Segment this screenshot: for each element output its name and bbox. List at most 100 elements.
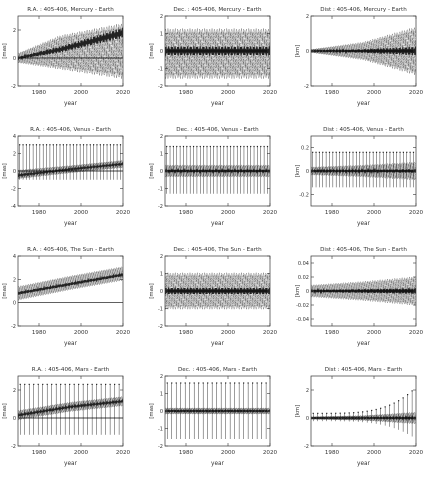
spike-point — [407, 394, 409, 396]
spike-point — [96, 383, 98, 385]
spike-point — [344, 412, 346, 414]
x-tick-label: 2020 — [263, 330, 278, 336]
series-line — [311, 292, 416, 301]
chart-panel: R.A. : 405-406, The Sun - Earth 1980 2000 2… — [2, 247, 131, 347]
y-axis-label: [mas] — [2, 163, 8, 179]
spike-point — [42, 383, 44, 385]
series-line — [311, 412, 416, 418]
series-line — [165, 61, 270, 69]
y-tick-label: 2 — [13, 28, 16, 34]
series-line — [311, 418, 416, 423]
series-line — [165, 272, 270, 278]
chart-title: Dec. : 405-406, Mars - Earth — [178, 367, 257, 373]
series-line — [311, 295, 416, 307]
series-line — [165, 277, 270, 284]
spike-point — [266, 145, 269, 148]
spike-point — [252, 382, 254, 384]
spike-point — [312, 151, 314, 153]
x-axis-label: year — [211, 341, 225, 347]
spike-point — [193, 382, 195, 384]
spike-point — [392, 151, 394, 153]
spike-point — [46, 383, 48, 385]
spike-point — [39, 144, 41, 146]
y-tick-label: 0 — [306, 416, 309, 422]
x-axis-label: year — [211, 461, 225, 467]
series-line — [18, 49, 123, 60]
series-line — [311, 294, 416, 305]
series-line — [165, 408, 270, 410]
series-line — [165, 55, 270, 63]
series-line — [18, 276, 123, 299]
spike-point — [192, 145, 195, 148]
x-tick-label: 1980 — [325, 330, 340, 336]
spike-point — [240, 145, 242, 148]
x-tick-label: 2020 — [263, 210, 278, 216]
y-tick-label: 1 — [160, 152, 163, 158]
chart-title: R.A. : 405-406, The Sun - Earth — [27, 247, 114, 253]
spike-point — [79, 144, 81, 146]
spike-point — [189, 145, 191, 148]
spike-point — [196, 145, 198, 148]
spike-point — [253, 145, 255, 148]
series-line — [18, 270, 123, 293]
plot-frame — [17, 255, 124, 327]
y-tick-label: 2 — [306, 14, 309, 20]
x-tick-label: 1980 — [179, 450, 194, 456]
x-tick-label: 2020 — [116, 450, 131, 456]
plot-area — [18, 144, 123, 180]
series-line — [18, 402, 123, 418]
chart-panel: Dist : 405-406, The Sun - Earth 1980 2000 2… — [295, 247, 424, 347]
series-line — [165, 284, 270, 290]
chart-title: Dist : 405-406, Mercury - Earth — [320, 7, 407, 13]
chart-title: Dec. : 405-406, Mercury - Earth — [173, 7, 262, 13]
spike-point — [247, 382, 249, 384]
spike-point — [62, 144, 64, 146]
y-tick-label: 0 — [13, 301, 16, 307]
spike-point — [25, 144, 27, 146]
y-tick-label: -2 — [304, 444, 309, 450]
spike-point — [261, 382, 263, 384]
spike-point — [402, 151, 404, 153]
spike-point — [91, 383, 93, 385]
plot-frame — [17, 15, 124, 87]
series-line — [18, 23, 123, 55]
series-line — [165, 41, 270, 49]
x-tick-label: 2000 — [367, 450, 382, 456]
y-tick-label: 0.02 — [298, 275, 309, 281]
spike-point — [55, 383, 57, 385]
spike-point — [406, 151, 408, 153]
chart-panel: Dec. : 405-406, Mercury - Earth 1980 2000 2… — [149, 7, 278, 107]
spike-point — [114, 383, 116, 385]
spike-point — [389, 151, 391, 153]
spike-point — [45, 144, 48, 146]
spike-point — [352, 151, 354, 153]
y-tick-label: -2 — [11, 324, 16, 330]
y-tick-label: -2 — [304, 84, 309, 90]
spike-point — [348, 412, 350, 414]
series-line — [165, 68, 270, 76]
series-line — [18, 59, 123, 72]
spike-point — [366, 410, 368, 412]
series-line — [18, 404, 123, 420]
y-tick-label: -2 — [11, 187, 16, 193]
spike-point — [213, 145, 215, 148]
x-tick-label: 2000 — [74, 450, 89, 456]
series-line — [18, 396, 123, 412]
spike-point — [243, 382, 245, 384]
y-tick-label: 0 — [13, 169, 16, 175]
spike-point — [32, 144, 34, 146]
spike-point — [357, 411, 359, 413]
x-tick-label: 2020 — [409, 330, 424, 336]
spike-point — [328, 151, 331, 153]
spike-point — [199, 145, 201, 148]
spike-point — [233, 145, 235, 148]
x-tick-label: 2020 — [116, 330, 131, 336]
spike-point — [82, 383, 84, 385]
y-tick-label: 1 — [160, 392, 163, 398]
spike-point — [175, 382, 177, 384]
spike-point — [69, 383, 71, 385]
spike-point — [398, 400, 400, 402]
series-line — [18, 398, 123, 415]
series-line — [311, 52, 416, 75]
y-tick-label: 2 — [160, 134, 163, 140]
